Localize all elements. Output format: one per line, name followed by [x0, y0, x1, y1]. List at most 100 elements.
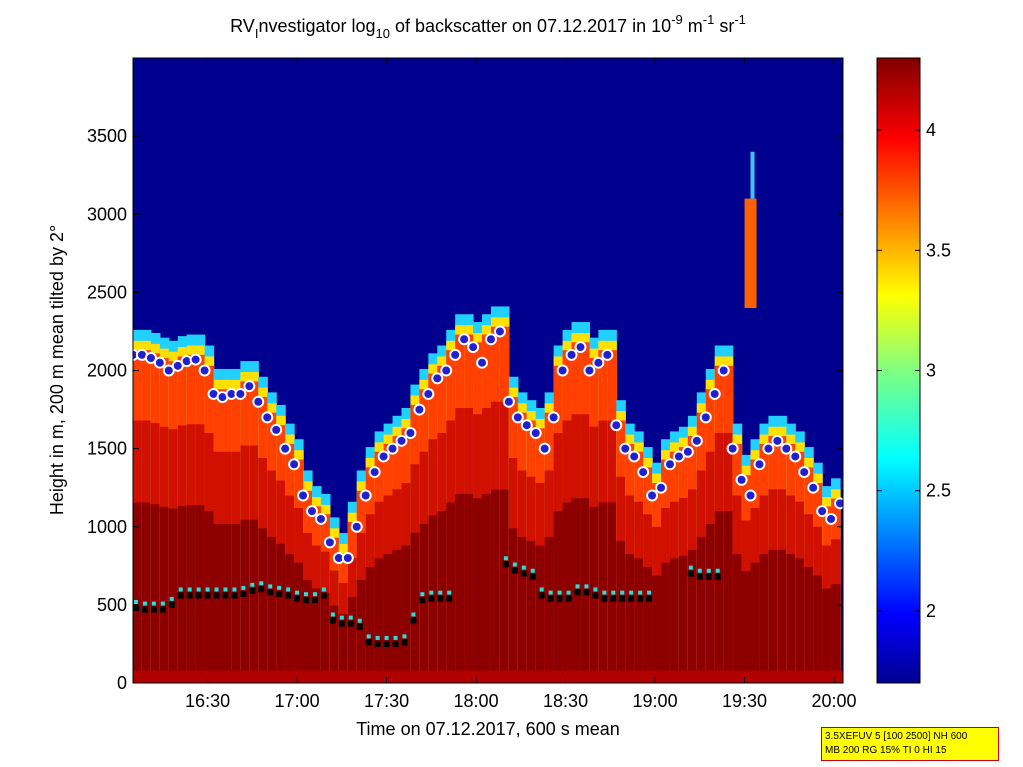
- cloud-base-dot: [566, 590, 571, 595]
- heat-saturated: [392, 549, 403, 683]
- heat-saturated: [705, 524, 716, 683]
- plot-area: [133, 58, 843, 683]
- bl-top-marker: [825, 512, 838, 525]
- heat-saturated: [750, 562, 761, 683]
- cloud-base-dot: [277, 585, 282, 590]
- cloud-base-dot: [375, 635, 380, 640]
- bl-top-marker: [619, 442, 632, 455]
- heat-saturated: [804, 566, 814, 683]
- heat-saturated: [759, 554, 770, 683]
- heat-saturated: [652, 575, 662, 683]
- heat-saturated: [141, 502, 152, 683]
- heat-saturated: [133, 502, 143, 683]
- cloud-base-marker: [285, 592, 292, 599]
- cloud-base-marker: [565, 595, 572, 602]
- cloud-base-marker: [687, 570, 694, 577]
- bl-top-marker: [547, 411, 560, 424]
- bl-top-marker: [189, 353, 202, 366]
- heat-saturated: [508, 528, 519, 683]
- heat-saturated: [374, 558, 385, 683]
- bl-top-marker: [592, 356, 605, 369]
- cloud-base-dot: [295, 590, 300, 595]
- bl-top-marker: [511, 411, 524, 424]
- cloud-base-dot: [521, 565, 526, 570]
- cloud-base-marker: [511, 567, 518, 574]
- cloud-base-dot: [357, 618, 362, 623]
- bl-top-marker: [270, 423, 283, 436]
- heat-ground: [133, 670, 843, 683]
- y-tick-label: 0: [117, 673, 127, 693]
- y-tick-label: 3500: [87, 126, 127, 146]
- bl-top-marker: [493, 325, 506, 338]
- y-tick-label: 2000: [87, 361, 127, 381]
- bl-top-marker: [610, 419, 623, 432]
- heat-saturated: [455, 493, 465, 683]
- y-axis: 0 500 1000 1500 2000 2500 3000 3500: [87, 126, 843, 693]
- bl-top-marker: [153, 356, 166, 369]
- cloud-base-dot: [268, 584, 273, 589]
- bl-top-marker: [565, 348, 578, 361]
- heat-saturated: [723, 511, 734, 683]
- bl-top-marker: [735, 473, 748, 486]
- heat-streak-top: [750, 151, 755, 199]
- bl-top-marker: [771, 434, 784, 447]
- heat-saturated: [383, 554, 394, 683]
- bl-top-marker: [628, 450, 641, 463]
- bl-top-marker: [484, 333, 497, 346]
- colorbar-tick-label: 4: [926, 120, 936, 140]
- bl-top-marker: [144, 352, 157, 364]
- heat-saturated: [294, 562, 304, 683]
- heat-saturated: [329, 605, 340, 683]
- bl-top-marker: [341, 552, 354, 564]
- cloud-base-marker: [204, 592, 211, 599]
- settings-info-box: 3.5XEFUV 5 [100 2500] NH 600 MB 200 RG 1…: [821, 727, 999, 761]
- cloud-base-dot: [205, 587, 210, 592]
- cloud-base-dot: [304, 592, 309, 597]
- bl-top-marker: [780, 442, 793, 455]
- cloud-base-marker: [696, 573, 703, 580]
- cloud-base-marker: [320, 592, 327, 599]
- cloud-base-marker: [213, 592, 220, 599]
- cloud-base-marker: [619, 595, 626, 602]
- cloud-base-dot: [330, 612, 335, 617]
- cloud-base-dot: [620, 590, 625, 595]
- bl-top-marker: [252, 395, 265, 408]
- bl-top-marker: [834, 497, 843, 510]
- cloud-base-marker: [547, 595, 554, 602]
- cloud-base-dot: [348, 615, 353, 620]
- cloud-base-marker: [356, 623, 363, 630]
- cloud-base-dot: [688, 565, 693, 570]
- cloud-base-marker: [141, 606, 148, 613]
- heat-saturated: [786, 554, 796, 683]
- heat-saturated: [231, 524, 241, 683]
- bl-top-marker: [449, 348, 462, 361]
- bl-top-marker: [162, 364, 175, 377]
- bl-top-marker: [583, 364, 596, 377]
- bl-top-marker: [314, 512, 327, 525]
- heat-saturated: [320, 592, 331, 683]
- bl-top-marker: [655, 481, 668, 494]
- cloud-base-dot: [530, 568, 535, 573]
- bl-top-marker: [798, 466, 811, 479]
- x-tick-label: 20:00: [812, 691, 857, 711]
- cloud-base-marker: [177, 592, 184, 599]
- cloud-base-marker: [267, 589, 274, 596]
- cloud-base-dot: [402, 634, 407, 639]
- heat-saturated: [240, 519, 250, 683]
- bl-top-marker: [744, 489, 757, 502]
- bl-top-marker: [413, 403, 426, 416]
- cloud-base-dot: [548, 590, 553, 595]
- heat-saturated: [365, 566, 376, 683]
- heat-saturated: [303, 579, 313, 683]
- cloud-base-dot: [241, 585, 246, 590]
- bl-top-marker: [520, 419, 533, 432]
- heat-saturated: [813, 575, 823, 683]
- bl-top-marker: [431, 372, 444, 385]
- bl-top-marker: [753, 458, 766, 471]
- heat-streak: [744, 198, 757, 308]
- bl-top-marker: [538, 442, 551, 455]
- cloud-base-marker: [610, 595, 617, 602]
- cloud-base-dot: [169, 596, 174, 601]
- colorbar-tick-label: 3: [926, 361, 936, 381]
- heat-saturated: [795, 558, 805, 683]
